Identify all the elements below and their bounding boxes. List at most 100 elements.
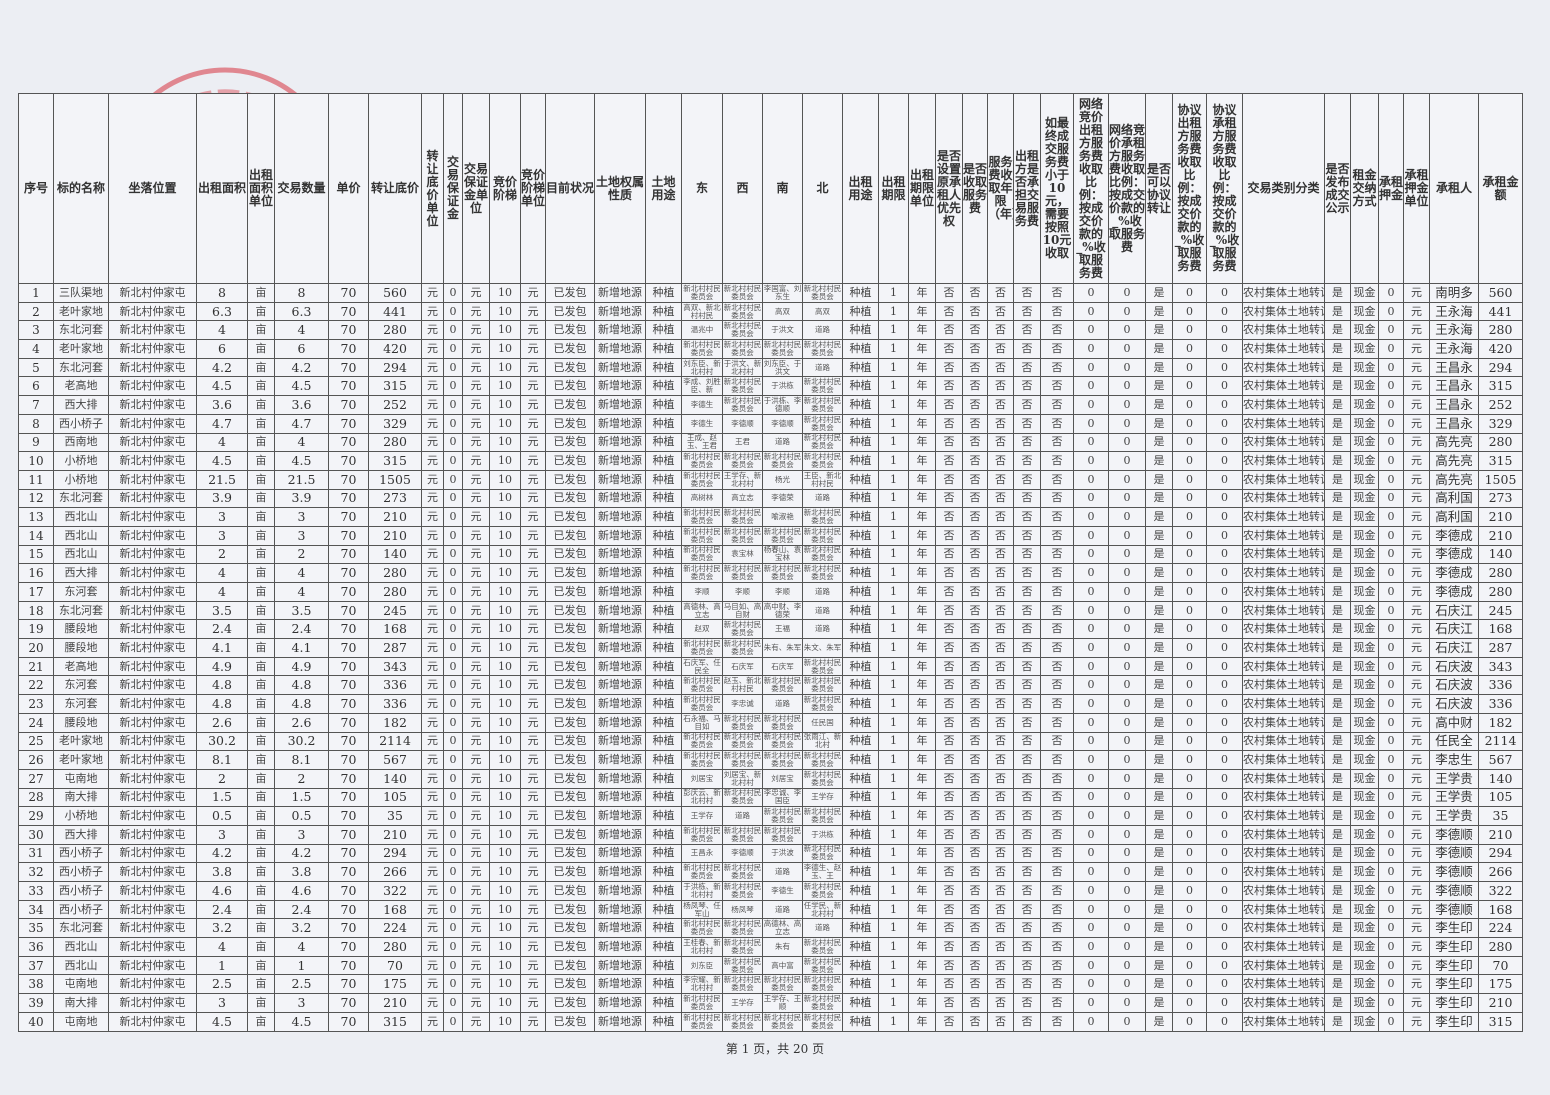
table-cell: 否 — [1013, 582, 1041, 602]
table-cell: 4.5 — [274, 1011, 329, 1032]
table-cell: 李生印 — [1429, 993, 1479, 1013]
table-cell: 高利国 — [1429, 507, 1479, 527]
table-cell: 0 — [1172, 525, 1207, 546]
table-cell: 种植 — [645, 320, 682, 341]
table-cell: 新北村仲家屯 — [108, 451, 197, 471]
table-cell: 已发包 — [545, 469, 595, 490]
table-cell: 70 — [328, 488, 369, 509]
table-cell: 是 — [1324, 320, 1351, 341]
table-cell: 元 — [520, 413, 546, 434]
table-cell: 是 — [1145, 376, 1173, 397]
table-cell: 王学存、新北村村 — [722, 469, 763, 490]
table-cell: 元 — [520, 937, 546, 957]
table-cell: 否 — [1040, 974, 1074, 995]
table-cell: 亩 — [247, 918, 275, 939]
table-cell: 农村集体土地转让 — [1242, 993, 1325, 1013]
table-cell: 于洪文、新北村村 — [722, 357, 763, 378]
table-cell: 1 — [878, 301, 909, 322]
table-cell: 已发包 — [545, 750, 595, 770]
table-cell: 种植 — [842, 974, 879, 995]
table-cell: 6 — [18, 376, 54, 397]
table-cell: 否 — [935, 787, 963, 808]
table-cell: 道路 — [762, 694, 803, 714]
table-cell: 李忠诚 — [722, 694, 763, 714]
table-cell: 新增地源 — [594, 824, 646, 845]
table-cell: 4.5 — [196, 451, 248, 471]
table-cell: 0 — [1206, 301, 1243, 322]
table-cell: 李德顺 — [1429, 862, 1479, 882]
table-cell: 1.5 — [196, 787, 248, 808]
table-cell: 农村集体土地转让 — [1242, 413, 1325, 434]
table-cell: 王昌永 — [1429, 376, 1479, 397]
table-cell: 否 — [962, 974, 988, 995]
table-cell: 已发包 — [545, 806, 595, 826]
table-cell: 否 — [1040, 1011, 1074, 1032]
table-cell: 否 — [962, 824, 988, 845]
table-cell: 年 — [908, 638, 936, 658]
table-cell: 0 — [1073, 357, 1109, 378]
table-cell: 年 — [908, 376, 936, 397]
table-cell: 30 — [18, 824, 54, 845]
table-cell: 元 — [520, 787, 546, 808]
table-cell: 0 — [1378, 376, 1404, 397]
table-cell: 8 — [196, 283, 248, 303]
table-cell: 现金 — [1350, 451, 1379, 471]
table-cell: 否 — [962, 469, 988, 490]
table-cell: 266 — [1478, 862, 1523, 882]
table-cell: 种植 — [842, 469, 879, 490]
table-cell: 新北村村民委员会 — [802, 283, 843, 303]
table-cell: 亩 — [247, 507, 275, 527]
table-cell: 210 — [1478, 525, 1523, 546]
table-cell: 种植 — [842, 451, 879, 471]
table-cell: 李顺 — [722, 582, 763, 602]
table-cell: 是 — [1324, 357, 1351, 378]
table-cell: 否 — [935, 843, 963, 864]
table-cell: 王昌永 — [1429, 413, 1479, 434]
table-cell: 否 — [962, 451, 988, 471]
table-cell: 西北山 — [53, 955, 109, 976]
table-cell: 李国富、刘东生 — [762, 283, 803, 303]
table-cell: 现金 — [1350, 395, 1379, 415]
table-cell: 否 — [1013, 787, 1041, 808]
table-cell: 0 — [443, 600, 463, 621]
table-cell: 否 — [935, 582, 963, 602]
table-row: 35 东北河套 新北村仲家屯 3.2 亩 3.2 70 224 元 0 元 10 元已发包 新增地源 种植新… — [18, 918, 1523, 939]
table-cell: 年 — [908, 955, 936, 976]
table-cell: 种植 — [645, 469, 682, 490]
table-cell: 新北村仲家屯 — [108, 413, 197, 434]
table-cell: 石庆军 — [762, 656, 803, 677]
table-cell: 元 — [462, 395, 490, 415]
table-cell: 是 — [1324, 768, 1351, 789]
table-cell: 新北村村民委员会 — [722, 563, 763, 583]
table-cell: 1 — [878, 824, 909, 845]
table-cell: 4.1 — [274, 638, 329, 658]
table-cell: 元 — [1403, 395, 1430, 415]
table-cell: 元 — [462, 488, 490, 509]
table-cell: 元 — [1403, 432, 1430, 453]
table-cell: 新北村仲家屯 — [108, 881, 197, 901]
table-cell: 否 — [987, 675, 1014, 696]
table-cell: 李生印 — [1429, 974, 1479, 995]
table-cell: 腰段地 — [53, 619, 109, 640]
table-cell: 农村集体土地转让 — [1242, 395, 1325, 415]
table-cell: 新增地源 — [594, 339, 646, 359]
table-cell: 元 — [520, 899, 546, 920]
table-cell: 否 — [987, 357, 1014, 378]
table-cell: 40 — [18, 1011, 54, 1032]
table-cell: 0 — [443, 488, 463, 509]
table-cell: 11 — [18, 469, 54, 490]
table-cell: 种植 — [645, 413, 682, 434]
table-cell: 农村集体土地转让 — [1242, 432, 1325, 453]
table-cell: 1 — [878, 469, 909, 490]
table-cell: 10 — [489, 750, 521, 770]
table-cell: 种植 — [645, 544, 682, 565]
table-cell: 年 — [908, 525, 936, 546]
table-cell: 10 — [489, 488, 521, 509]
table-cell: 种植 — [645, 525, 682, 546]
table-cell: 农村集体土地转让 — [1242, 507, 1325, 527]
table-cell: 元 — [520, 376, 546, 397]
table-cell: 1 — [878, 638, 909, 658]
table-cell: 0 — [1108, 488, 1146, 509]
table-cell: 石庆江 — [1429, 619, 1479, 640]
table-cell: 亩 — [247, 694, 275, 714]
